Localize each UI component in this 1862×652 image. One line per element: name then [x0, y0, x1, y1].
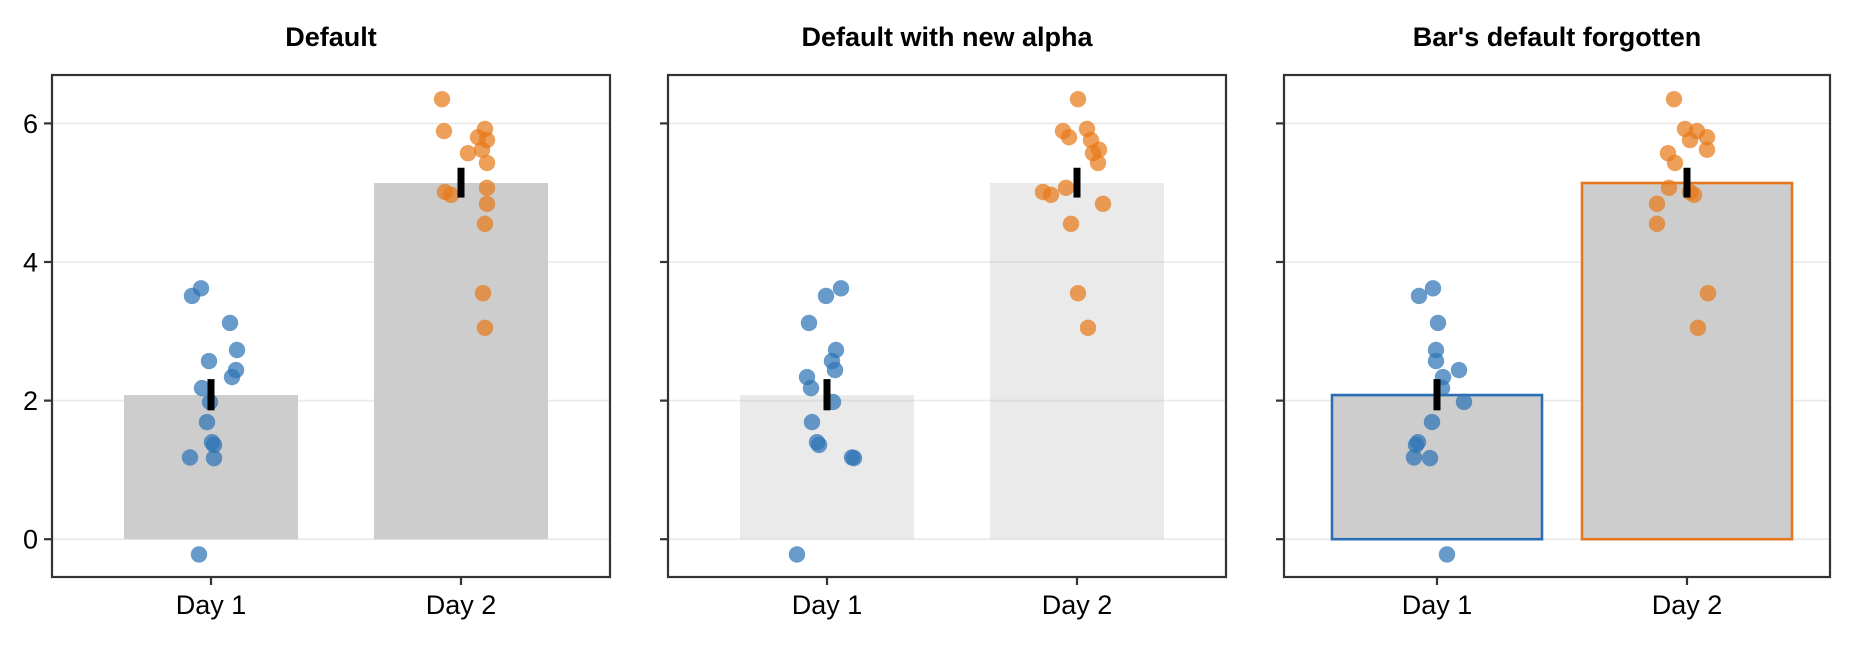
jitter-point: [1665, 90, 1683, 108]
y-tick-label: 2: [23, 386, 38, 416]
bar-day2: [990, 182, 1164, 540]
panel-frame: [666, 73, 1228, 579]
jitter-point: [1069, 90, 1087, 108]
panel-title-bars-default-forgotten: Bar's default forgotten: [1412, 22, 1702, 52]
jitter-point: [1699, 284, 1717, 302]
jitter-point: [473, 141, 491, 158]
jitter-point: [478, 179, 496, 197]
jitter-point: [788, 546, 806, 563]
jitter-point: [221, 314, 239, 332]
jitter-point: [1057, 179, 1075, 197]
y-tick-label: 4: [23, 247, 38, 277]
jitter-point: [1089, 154, 1107, 172]
jitter-point: [435, 122, 453, 140]
jitter-point: [803, 413, 821, 431]
x-tick-label: Day 1: [176, 590, 247, 620]
panel-frame: [50, 73, 612, 579]
jitter-point: [433, 90, 451, 108]
y-tick-label: 6: [23, 109, 38, 139]
jitter-point: [1648, 215, 1666, 233]
jitter-point: [478, 154, 496, 172]
jitter-point: [205, 436, 223, 454]
jitter-point: [228, 341, 246, 359]
jitter-point: [1689, 319, 1707, 337]
jitter-point: [1421, 449, 1439, 467]
bar-day1: [740, 395, 914, 540]
jitter-point: [474, 284, 492, 302]
jitter-point: [181, 449, 199, 466]
panel-frame: [1282, 73, 1832, 579]
jitter-point: [802, 379, 820, 397]
error-bar: [207, 379, 215, 411]
jitter-point: [1094, 195, 1112, 212]
jitter-point: [1062, 215, 1080, 233]
x-tick-label: Day 2: [1652, 590, 1723, 620]
jitter-point: [476, 319, 494, 337]
jitter-point: [1424, 280, 1442, 297]
x-tick-label: Day 2: [1042, 590, 1113, 620]
jitter-point: [832, 280, 850, 297]
y-tick-label: 0: [23, 525, 38, 555]
x-tick-label: Day 1: [1402, 590, 1473, 620]
jitter-point: [1429, 314, 1447, 332]
jitter-point: [1060, 129, 1078, 146]
jitter-point: [826, 361, 844, 379]
jitter-point: [442, 186, 460, 203]
panel-title-default: Default: [285, 22, 377, 52]
jitter-point: [800, 314, 818, 332]
x-tick-label: Day 2: [426, 590, 497, 620]
jitter-point: [845, 449, 863, 467]
jitter-point: [1042, 186, 1060, 203]
error-bar: [457, 167, 465, 198]
bar-day2: [1580, 181, 1794, 541]
jitter-point: [1698, 129, 1716, 146]
jitter-point: [1423, 413, 1441, 431]
jitter-point: [183, 287, 201, 305]
jitter-point: [476, 215, 494, 233]
jitter-point: [1407, 436, 1425, 454]
jitter-point: [1648, 195, 1666, 212]
jitter-point: [478, 195, 496, 212]
jitter-point: [1438, 546, 1456, 563]
jitter-point: [193, 379, 211, 397]
jitter-point: [1079, 319, 1097, 337]
error-bar: [823, 379, 831, 411]
jitter-point: [1450, 361, 1468, 379]
panel-title-default-with-new-alpha: Default with new alpha: [801, 22, 1093, 52]
jitter-point: [1405, 449, 1423, 466]
jitter-point: [190, 546, 208, 563]
jitter-point: [1427, 352, 1445, 370]
error-bar: [1073, 167, 1081, 198]
jitter-point: [200, 352, 218, 370]
jitter-point: [223, 368, 241, 386]
jitter-point: [810, 436, 828, 454]
jitter-point: [1410, 287, 1428, 305]
jitter-point: [1069, 284, 1087, 302]
error-bar: [1683, 167, 1691, 198]
jitter-point: [205, 449, 223, 467]
jitter-point: [1698, 141, 1716, 158]
jitter-point: [1455, 393, 1473, 411]
jitter-point: [198, 413, 216, 431]
jitter-point: [1681, 131, 1699, 149]
error-bar: [1433, 379, 1441, 411]
jitter-point: [459, 144, 477, 162]
jitter-point: [817, 287, 835, 305]
jitter-point: [1660, 179, 1678, 197]
bar-day2: [374, 182, 548, 540]
jitter-point: [1666, 154, 1684, 172]
x-tick-label: Day 1: [792, 590, 863, 620]
